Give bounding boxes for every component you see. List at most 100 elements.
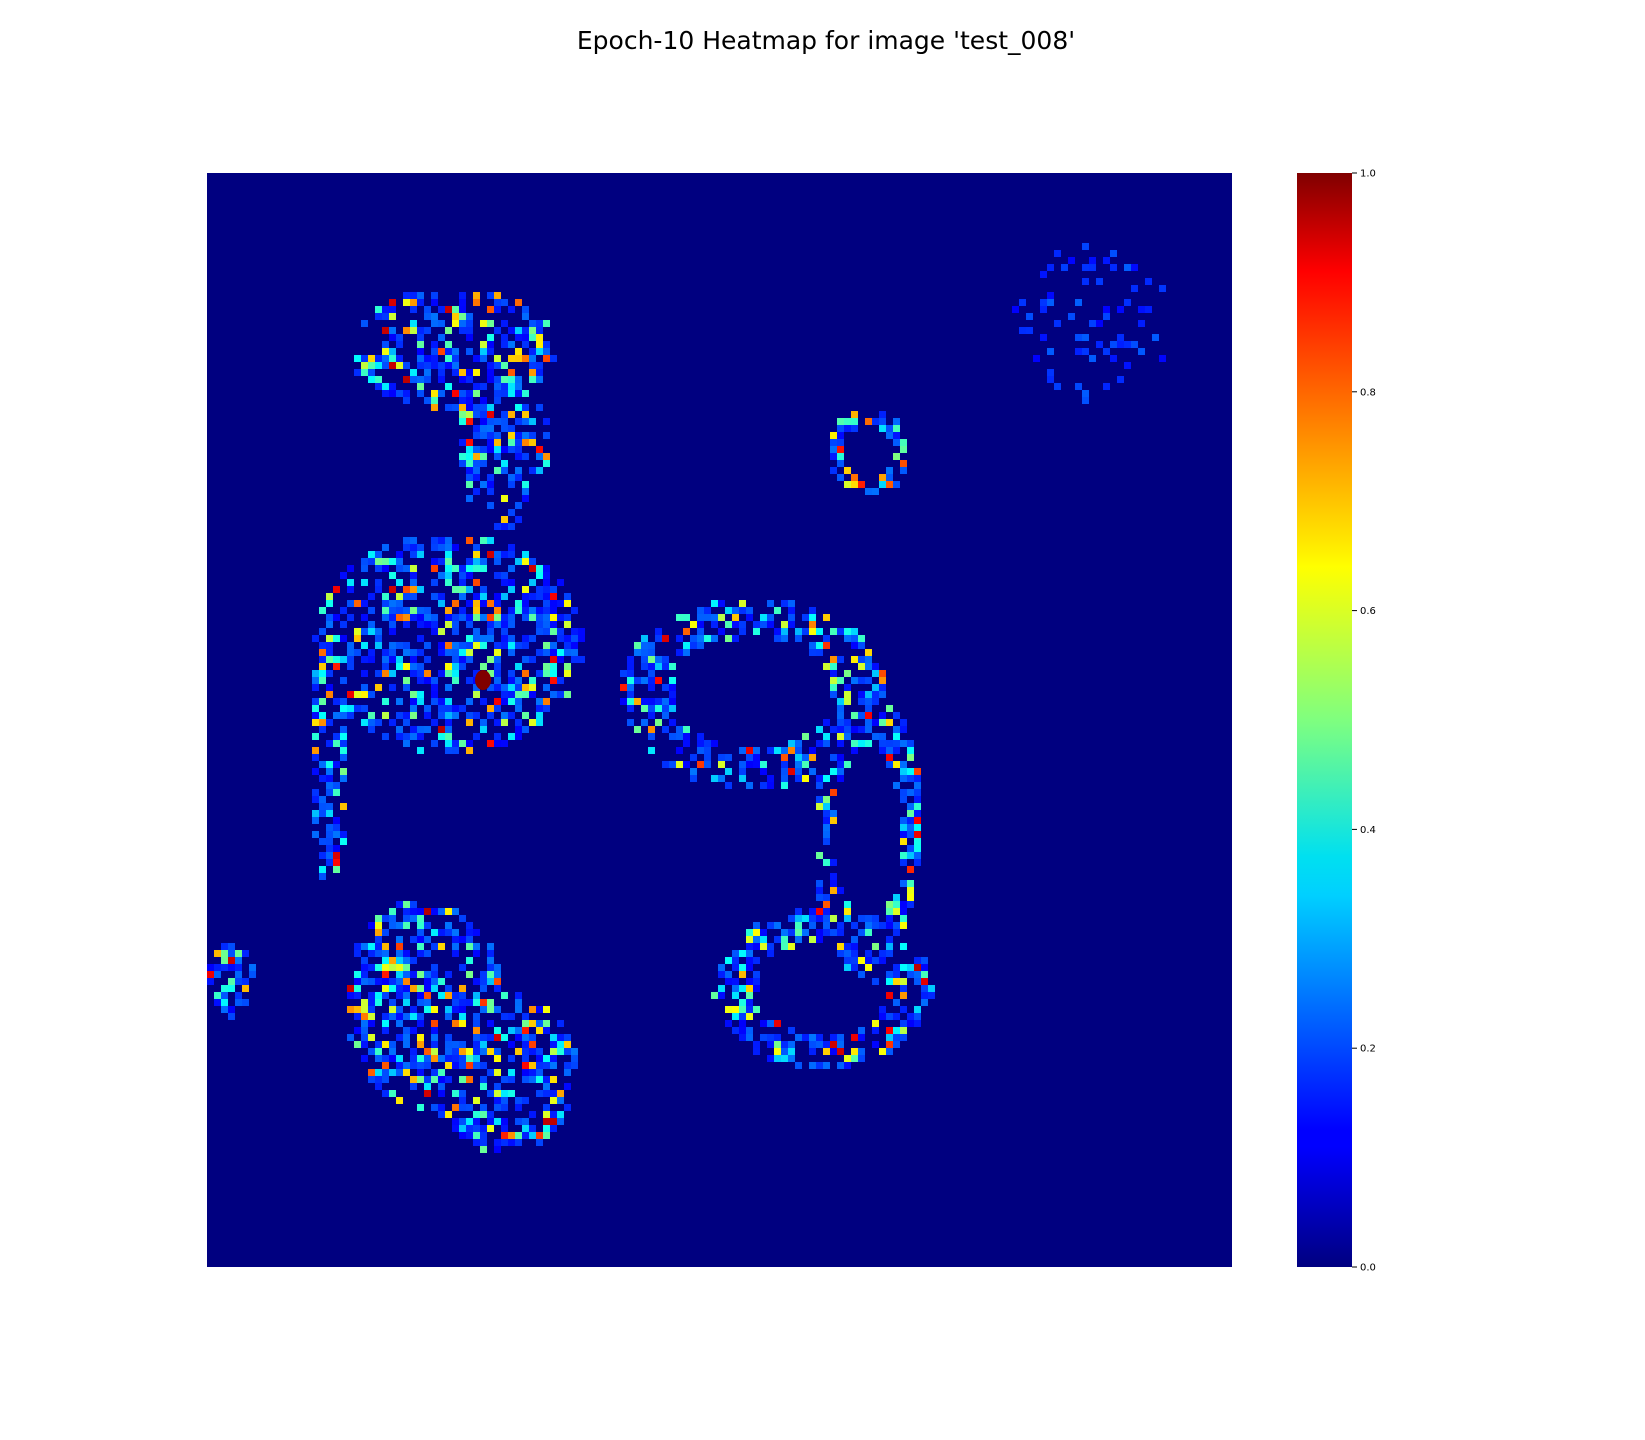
heatmap-cell xyxy=(494,698,501,705)
heatmap-cell xyxy=(424,985,431,992)
heatmap-cell xyxy=(914,1013,921,1020)
heatmap-cell xyxy=(368,1013,375,1020)
heatmap-cell xyxy=(522,313,529,320)
heatmap-cell xyxy=(739,999,746,1006)
heatmap-cell xyxy=(466,572,473,579)
heatmap-cell xyxy=(375,719,382,726)
heatmap-cell xyxy=(473,467,480,474)
heatmap-cell xyxy=(1075,348,1082,355)
heatmap-cell xyxy=(907,901,914,908)
heatmap-cell xyxy=(494,1104,501,1111)
heatmap-cell xyxy=(319,873,326,880)
heatmap-cell xyxy=(431,1069,438,1076)
heatmap-cell xyxy=(466,621,473,628)
heatmap-cell xyxy=(354,355,361,362)
heatmap-cell xyxy=(396,1069,403,1076)
heatmap-cell xyxy=(375,362,382,369)
heatmap-cell xyxy=(375,929,382,936)
heatmap-cell xyxy=(739,1034,746,1041)
heatmap-cell xyxy=(501,1125,508,1132)
heatmap-cell xyxy=(207,971,214,978)
heatmap-cell xyxy=(781,635,788,642)
heatmap-cell xyxy=(389,348,396,355)
heatmap-cell xyxy=(340,677,347,684)
heatmap-cell xyxy=(445,1041,452,1048)
heatmap-cell xyxy=(389,313,396,320)
heatmap-cell xyxy=(403,565,410,572)
heatmap-cell xyxy=(389,628,396,635)
heatmap-cell xyxy=(522,1132,529,1139)
heatmap-cell xyxy=(487,292,494,299)
heatmap-cell xyxy=(550,1097,557,1104)
heatmap-cell xyxy=(480,1076,487,1083)
heatmap-cell xyxy=(417,971,424,978)
heatmap-cell xyxy=(487,635,494,642)
heatmap-cell xyxy=(249,964,256,971)
heatmap-cell xyxy=(529,684,536,691)
heatmap-cell xyxy=(543,320,550,327)
heatmap-cell xyxy=(914,838,921,845)
heatmap-cell xyxy=(886,978,893,985)
heatmap-cell xyxy=(480,1041,487,1048)
heatmap-cell xyxy=(760,782,767,789)
heatmap-cell xyxy=(410,572,417,579)
heatmap-cell xyxy=(844,726,851,733)
heatmap-cell xyxy=(634,677,641,684)
heatmap-cell xyxy=(375,943,382,950)
heatmap-cell xyxy=(550,1062,557,1069)
heatmap-cell xyxy=(494,327,501,334)
heatmap-cell xyxy=(333,761,340,768)
heatmap-cell xyxy=(914,796,921,803)
heatmap-cell xyxy=(697,621,704,628)
heatmap-cell xyxy=(907,894,914,901)
heatmap-cell xyxy=(382,383,389,390)
heatmap-cell xyxy=(837,950,844,957)
heatmap-cell xyxy=(515,502,522,509)
heatmap-cell xyxy=(326,691,333,698)
heatmap-cell xyxy=(1103,306,1110,313)
heatmap-cell xyxy=(438,1090,445,1097)
heatmap-cell xyxy=(1026,313,1033,320)
heatmap-cell xyxy=(221,950,228,957)
heatmap-cell xyxy=(445,565,452,572)
heatmap-cell xyxy=(1103,383,1110,390)
heatmap-cell xyxy=(774,607,781,614)
heatmap-cell xyxy=(480,432,487,439)
heatmap-cell xyxy=(907,810,914,817)
heatmap-cell xyxy=(522,635,529,642)
heatmap-cell xyxy=(466,600,473,607)
heatmap-cell xyxy=(676,747,683,754)
heatmap-cell xyxy=(774,936,781,943)
heatmap-cell xyxy=(648,733,655,740)
heatmap-cell xyxy=(753,922,760,929)
heatmap-cell xyxy=(1089,355,1096,362)
heatmap-cell xyxy=(907,831,914,838)
heatmap-cell xyxy=(466,656,473,663)
heatmap-cell xyxy=(361,1013,368,1020)
heatmap-cell xyxy=(333,698,340,705)
heatmap-cell xyxy=(466,495,473,502)
heatmap-cell xyxy=(452,320,459,327)
heatmap-cell xyxy=(487,600,494,607)
heatmap-cell xyxy=(494,355,501,362)
heatmap-cell xyxy=(501,684,508,691)
heatmap-cell xyxy=(417,390,424,397)
heatmap-cell xyxy=(515,327,522,334)
heatmap-cell xyxy=(732,1013,739,1020)
heatmap-cell xyxy=(494,1006,501,1013)
heatmap-cell xyxy=(487,943,494,950)
heatmap-cell xyxy=(690,621,697,628)
heatmap-cell xyxy=(662,663,669,670)
heatmap-cell xyxy=(375,579,382,586)
heatmap-cell xyxy=(466,1055,473,1062)
heatmap-cell xyxy=(312,719,319,726)
heatmap-cell xyxy=(515,992,522,999)
heatmap-cell xyxy=(578,635,585,642)
heatmap-cell xyxy=(529,320,536,327)
heatmap-cell xyxy=(515,558,522,565)
heatmap-cell xyxy=(858,1055,865,1062)
heatmap-cell xyxy=(431,558,438,565)
heatmap-cell xyxy=(816,929,823,936)
heatmap-cell xyxy=(375,355,382,362)
heatmap-cell xyxy=(1075,334,1082,341)
